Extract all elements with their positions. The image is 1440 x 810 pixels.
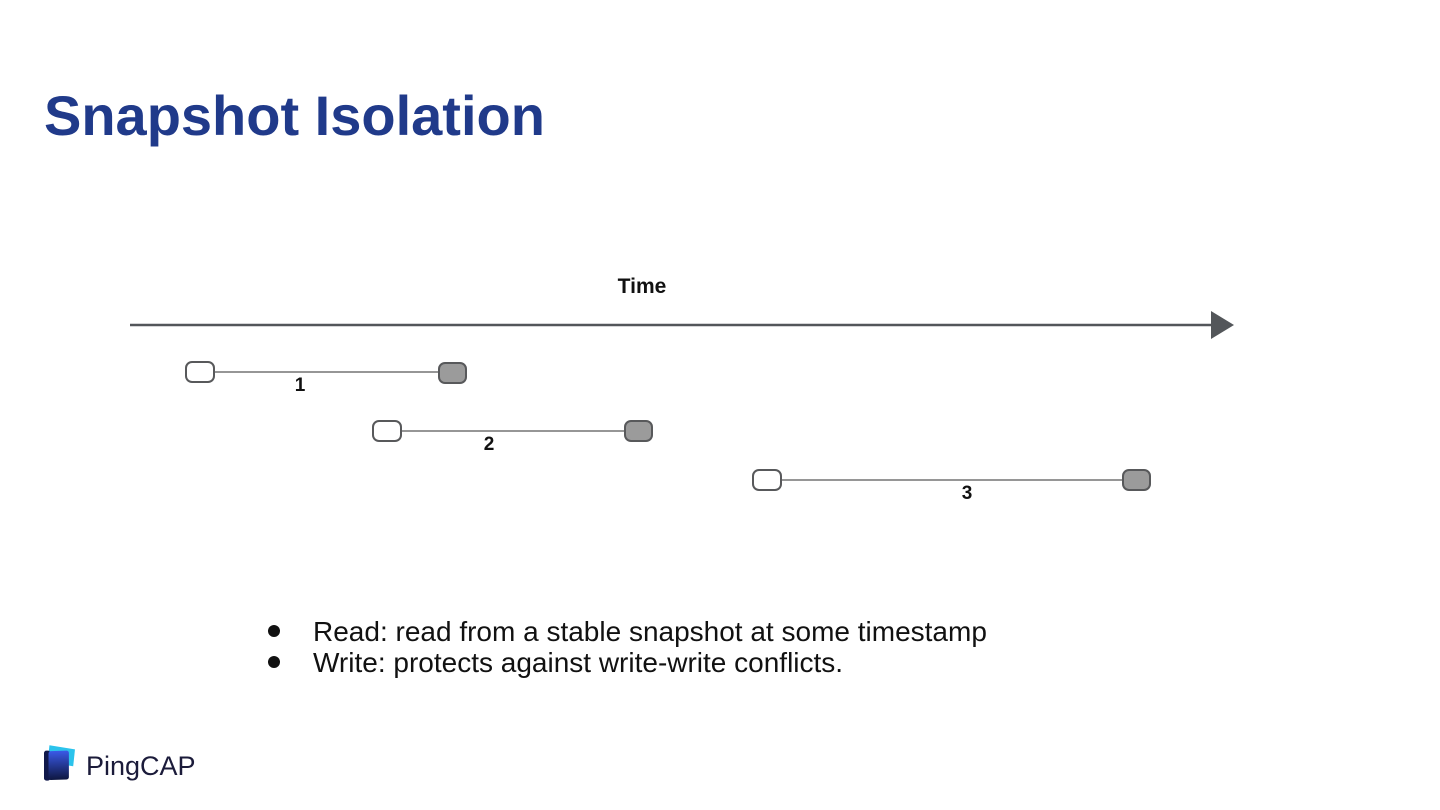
svg-text:3: 3: [962, 483, 973, 504]
svg-text:1: 1: [295, 375, 306, 396]
svg-text:2: 2: [484, 434, 495, 455]
svg-text:Time: Time: [618, 275, 667, 298]
